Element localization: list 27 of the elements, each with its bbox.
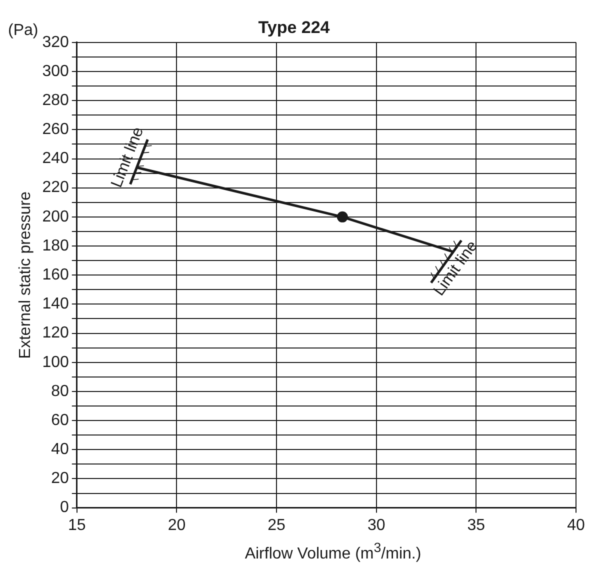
y-tick-label: 140 xyxy=(42,296,69,313)
y-tick-label: 300 xyxy=(42,62,69,80)
x-tick-label: 25 xyxy=(268,516,286,534)
x-tick-label: 20 xyxy=(168,516,186,534)
x-axis-title: Airflow Volume (m$^{3}$/min.) xyxy=(244,540,422,564)
x-tick-label: 30 xyxy=(367,516,386,534)
y-tick-label: 160 xyxy=(42,266,69,284)
y-tick-label: 280 xyxy=(42,92,69,109)
y-tick-label: 60 xyxy=(51,412,69,429)
x-tick-label: 15 xyxy=(68,516,86,534)
y-tick-label: 260 xyxy=(42,121,69,138)
y-tick-label: 320 xyxy=(42,34,69,51)
y-tick-label: 120 xyxy=(42,324,69,342)
y-tick-label: 220 xyxy=(42,179,69,196)
y-tick-label: 100 xyxy=(42,354,69,371)
y-tick-label: 0 xyxy=(60,499,69,516)
x-tick-label: 40 xyxy=(567,516,585,534)
text: (Pa) xyxy=(8,22,38,39)
y-tick-label: 200 xyxy=(42,208,69,226)
y-tick-label: 180 xyxy=(42,237,69,254)
x-tick-label: 35 xyxy=(467,516,486,534)
y-tick-label: 20 xyxy=(51,470,69,488)
y-tick-label: 40 xyxy=(51,441,69,458)
y-tick-label: 240 xyxy=(42,150,69,168)
y-axis-title: External static pressure xyxy=(17,191,34,359)
chart-title: Type 224 xyxy=(258,18,330,37)
y-tick-label: 80 xyxy=(51,382,69,400)
